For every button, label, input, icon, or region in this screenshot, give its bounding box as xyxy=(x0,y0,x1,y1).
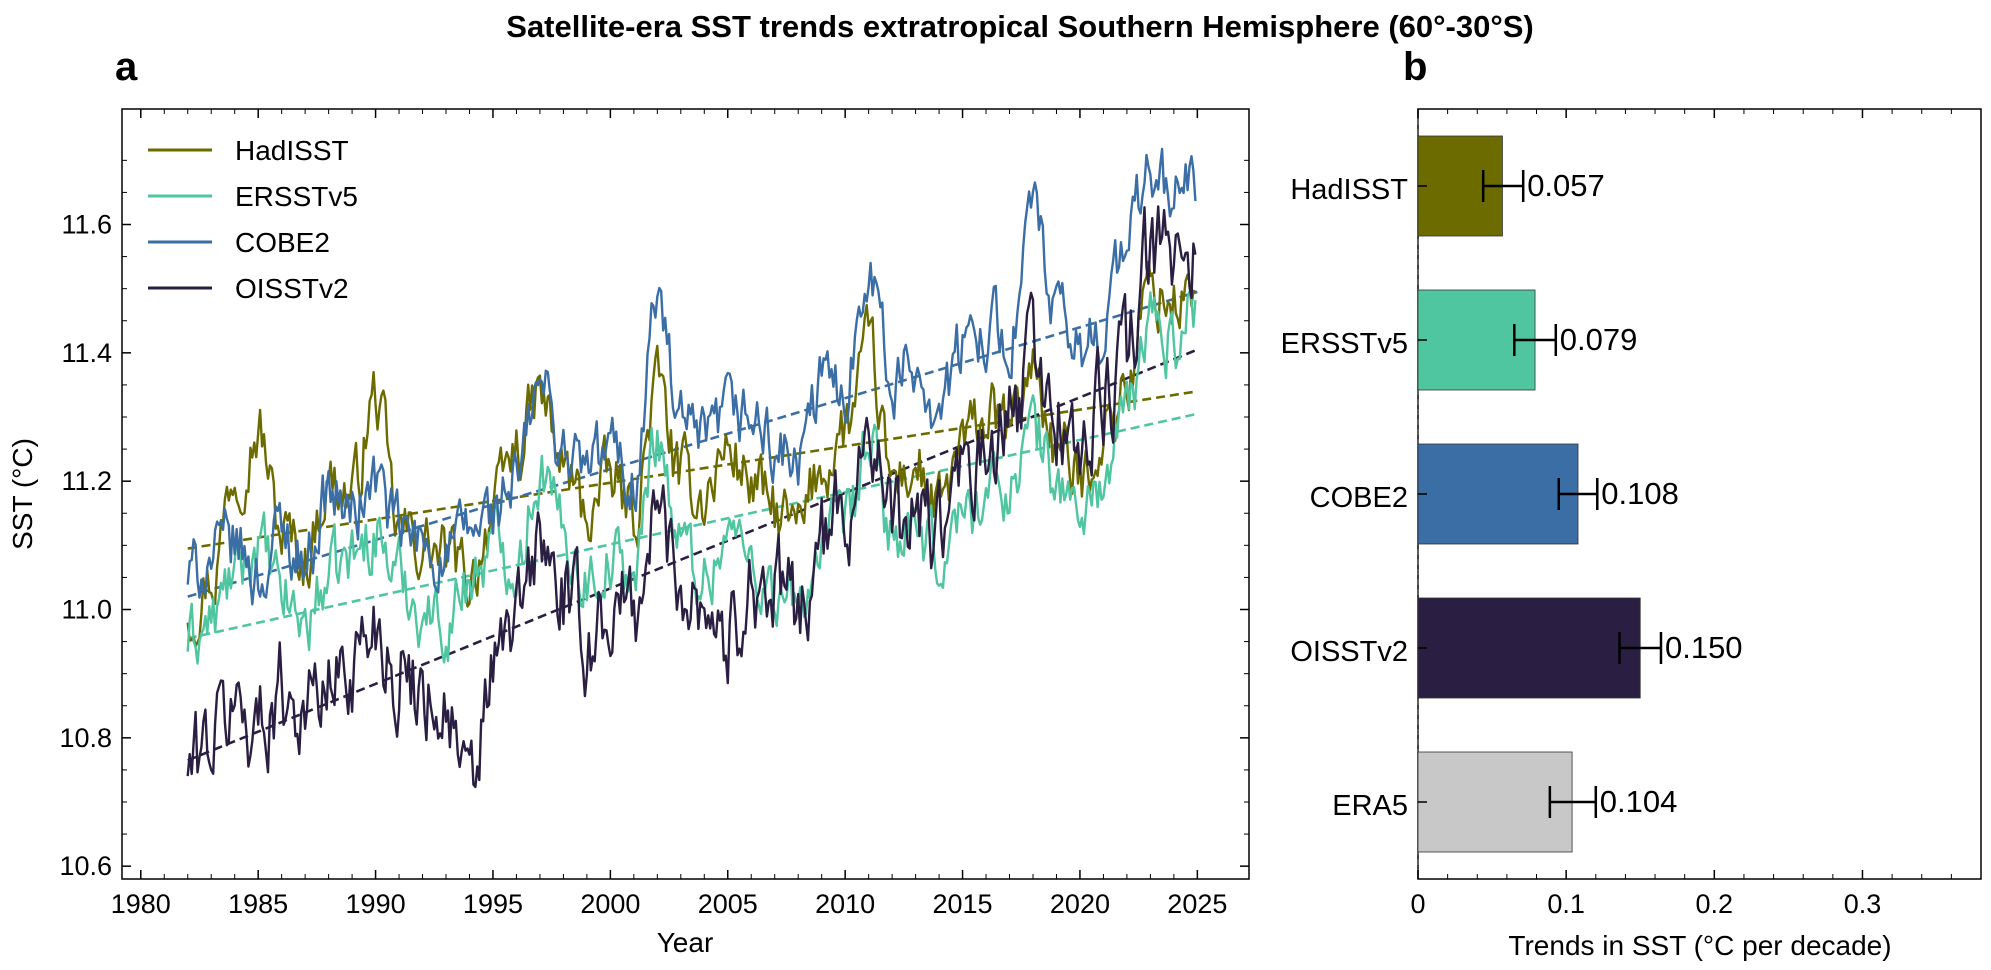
x-tick-label: 0.1 xyxy=(1547,889,1585,919)
category-label-cobe2: COBE2 xyxy=(1310,482,1408,514)
series-line-cobe2 xyxy=(186,147,1197,606)
panel-b-bar-chart: 0.057 HadISST 0.079 ERSSTv5 0.108 COBE2 0.150 O… xyxy=(1281,108,1982,961)
x-tick-label: 0.2 xyxy=(1696,889,1734,919)
trend-line-cobe2 xyxy=(187,290,1198,598)
x-tick-label: 2015 xyxy=(933,889,993,919)
panel-a-legend: HadISST ERSSTv5 COBE2 OISSTv2 xyxy=(148,135,358,304)
x-tick-label: 1980 xyxy=(111,889,171,919)
x-tick-label: 2020 xyxy=(1050,889,1110,919)
bar-cobe2 xyxy=(1417,443,1579,545)
x-tick-label: 1995 xyxy=(463,889,523,919)
y-tick-label: 11.6 xyxy=(61,210,112,240)
y-tick-label: 11.0 xyxy=(61,595,112,625)
x-tick-label: 2010 xyxy=(815,889,875,919)
panel-b-xlabel: Trends in SST (°C per decade) xyxy=(1508,930,1891,961)
legend-label-cobe2: COBE2 xyxy=(235,227,330,258)
x-tick-label: 0 xyxy=(1410,889,1425,919)
category-label-oisstv2: OISSTv2 xyxy=(1290,636,1408,668)
x-tick-label: 2005 xyxy=(698,889,758,919)
series-line-hadisst xyxy=(186,260,1196,648)
x-tick-label: 1985 xyxy=(228,889,288,919)
value-label-cobe2: 0.108 xyxy=(1601,476,1679,511)
bar-oisstv2 xyxy=(1417,597,1641,699)
category-label-era5: ERA5 xyxy=(1332,790,1408,822)
value-label-hadisst: 0.057 xyxy=(1527,168,1605,203)
value-label-era5: 0.104 xyxy=(1600,784,1678,819)
category-label-hadisst: HadISST xyxy=(1290,174,1408,206)
value-label-oisstv2: 0.150 xyxy=(1665,630,1743,665)
panel-a-line-chart: 1980 1985 1990 1995 2000 2005 2010 2015 2020 2025… xyxy=(7,108,1250,958)
panel-a-letter: a xyxy=(115,45,138,89)
panel-a-ylabel: SST (°C) xyxy=(7,438,38,550)
y-tick-label: 10.8 xyxy=(59,723,112,753)
x-tick-label: 2000 xyxy=(580,889,640,919)
x-tick-label: 2025 xyxy=(1167,889,1227,919)
trend-line-ersstv5 xyxy=(187,412,1198,640)
panel-a-xlabel: Year xyxy=(657,927,714,958)
legend-label-oisstv2: OISSTv2 xyxy=(235,273,349,304)
y-tick-label: 10.6 xyxy=(59,851,112,881)
figure-title: Satellite-era SST trends extratropical S… xyxy=(506,9,1533,44)
legend-label-ersstv5: ERSSTv5 xyxy=(235,181,358,212)
legend-label-hadisst: HadISST xyxy=(235,135,349,166)
panel-b-letter: b xyxy=(1403,45,1427,89)
value-label-ersstv5: 0.079 xyxy=(1560,322,1638,357)
x-tick-label: 0.3 xyxy=(1844,889,1882,919)
category-label-ersstv5: ERSSTv5 xyxy=(1281,328,1408,360)
y-tick-label: 11.4 xyxy=(61,338,112,368)
series-line-oisstv2 xyxy=(186,205,1197,789)
x-tick-label: 1990 xyxy=(346,889,406,919)
panel-a-frame xyxy=(121,108,1250,880)
y-tick-label: 11.2 xyxy=(61,466,112,496)
series-line-ersstv5 xyxy=(186,290,1197,665)
